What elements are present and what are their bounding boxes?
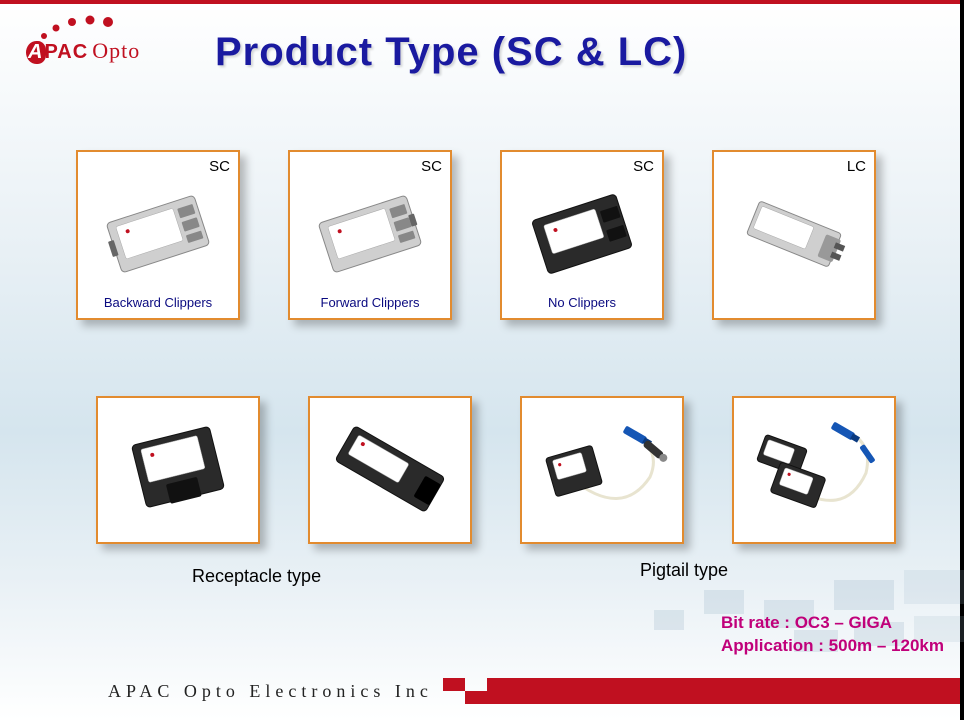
- product-card-pigtail-a: [520, 396, 684, 544]
- product-image-receptacle-a: [106, 404, 250, 534]
- card-connector-label: SC: [510, 158, 654, 175]
- spec-bitrate: Bit rate : OC3 – GIGA: [721, 612, 944, 635]
- card-connector-label: SC: [86, 158, 230, 175]
- right-edge-stripe: [960, 0, 964, 720]
- product-image-receptacle-b: [318, 404, 462, 534]
- product-card-receptacle-b: [308, 396, 472, 544]
- footer: APAC Opto Electronics Inc: [0, 678, 960, 704]
- product-card-receptacle-a: [96, 396, 260, 544]
- brand-logo: APACOpto: [26, 14, 186, 64]
- product-card-lc: LC: [712, 150, 876, 320]
- product-card-pigtail-b: [732, 396, 896, 544]
- spec-block: Bit rate : OC3 – GIGA Application : 500m…: [721, 612, 944, 658]
- card-connector-label: SC: [298, 158, 442, 175]
- product-image-sc-forward: [298, 179, 442, 289]
- product-row-2: [96, 396, 896, 544]
- footer-red-bar: [487, 678, 960, 704]
- product-card-sc-forward: SC Forward Clippers: [288, 150, 452, 320]
- group-label-pigtail: Pigtail type: [640, 560, 728, 581]
- product-card-sc-noclip: SC No Clippers: [500, 150, 664, 320]
- card-connector-label: LC: [722, 158, 866, 175]
- page-title: Product Type (SC & LC): [215, 30, 687, 75]
- product-image-sc-backward: [86, 179, 230, 289]
- logo-opto: Opto: [92, 38, 140, 63]
- product-image-lc: [722, 179, 866, 289]
- product-image-pigtail-b: [742, 404, 886, 534]
- brand-logo-text: APACOpto: [26, 38, 186, 64]
- group-label-receptacle: Receptacle type: [192, 566, 321, 587]
- product-image-sc-noclip: [510, 179, 654, 289]
- card-caption: Backward Clippers: [86, 295, 230, 310]
- top-accent-line: [0, 0, 960, 4]
- product-row-1: SC Backward Clippers SC: [76, 150, 876, 320]
- logo-pac: PAC: [44, 41, 88, 63]
- card-caption: No Clippers: [510, 295, 654, 310]
- spec-application: Application : 500m – 120km: [721, 635, 944, 658]
- footer-company-name: APAC Opto Electronics Inc: [0, 678, 443, 704]
- product-card-sc-backward: SC Backward Clippers: [76, 150, 240, 320]
- card-caption: Forward Clippers: [298, 295, 442, 310]
- product-image-pigtail-a: [530, 404, 674, 534]
- footer-checker-icon: [443, 678, 487, 704]
